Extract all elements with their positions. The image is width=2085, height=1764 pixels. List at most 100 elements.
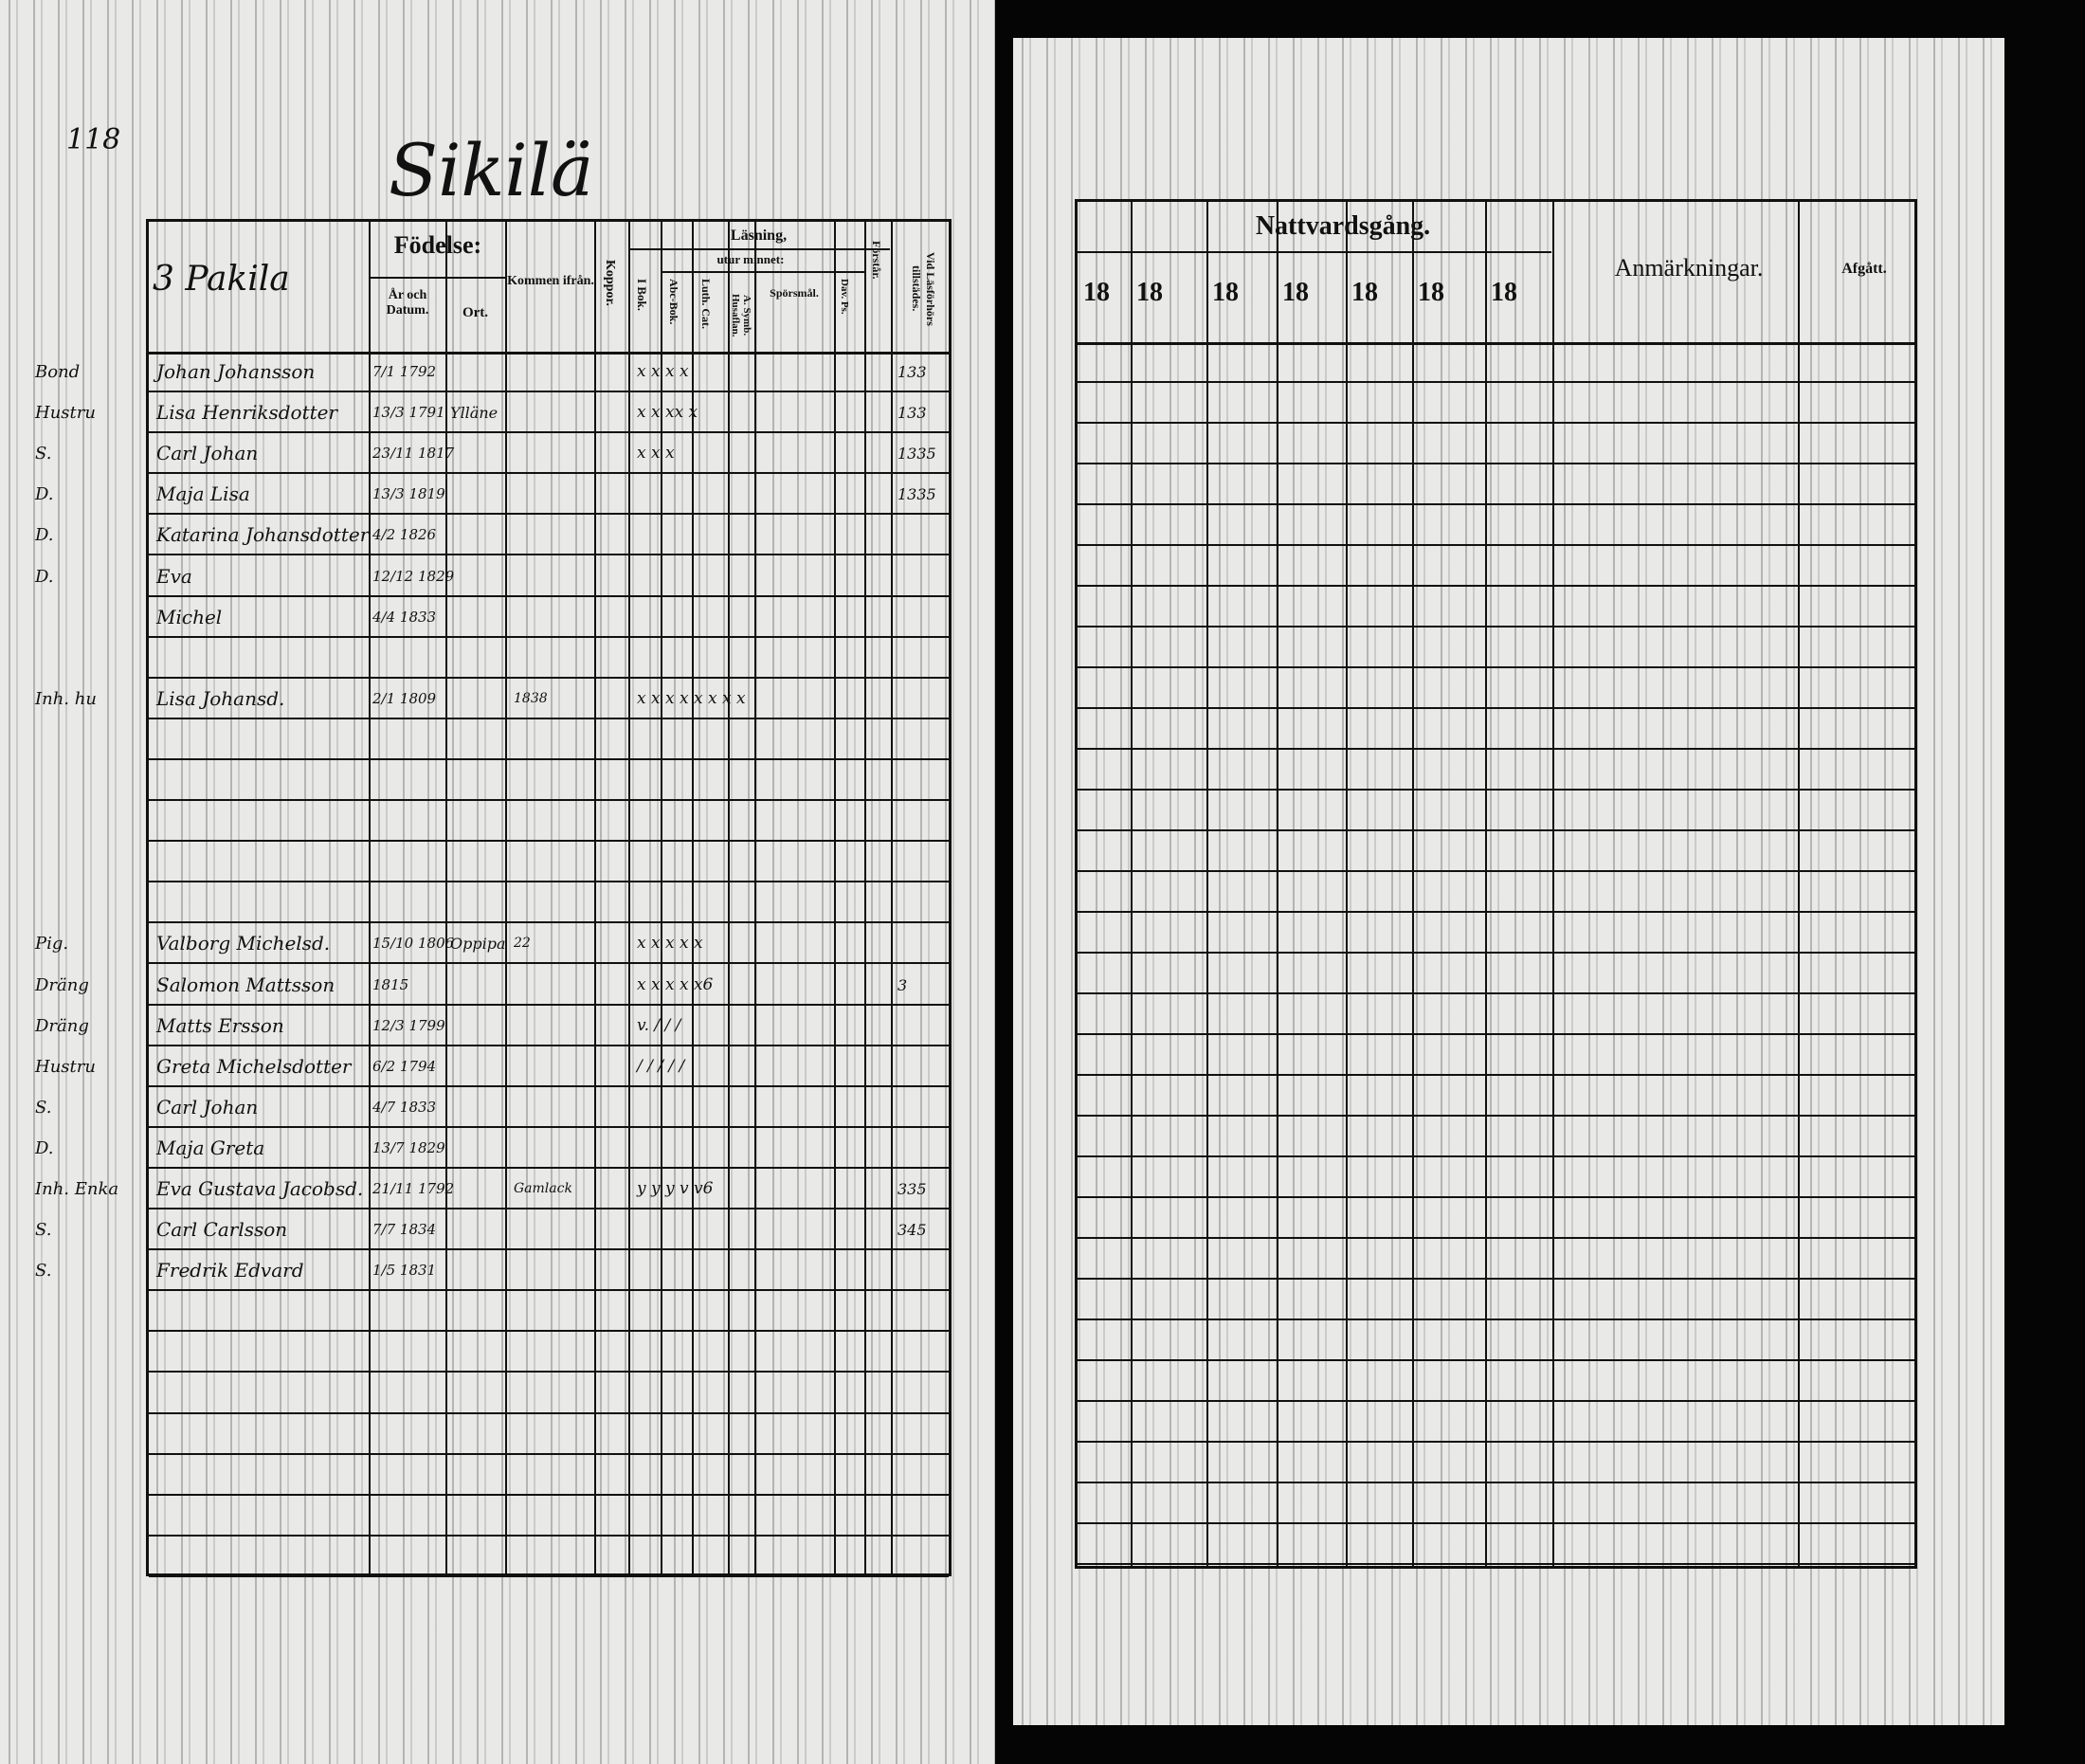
table-row: Pig. Valborg Michelsd. 15/10 1806 Oppipa 22 x… (35, 923, 949, 965)
person-title: D. (35, 1137, 54, 1158)
dav-ps-header: Dav. Ps. (839, 279, 850, 315)
table-row (1078, 1483, 1914, 1524)
table-row (1078, 1524, 1914, 1565)
page-number: 118 (66, 123, 121, 156)
person-name: Carl Johan (156, 1095, 259, 1118)
reading-marks: x x x x x6 (637, 974, 714, 994)
table-row: Hustru Lisa Henriksdotter 13/3 1791 Ylläne x… (35, 392, 949, 434)
year-prefix: 18 (1282, 278, 1309, 307)
table-row (149, 842, 949, 883)
person-title: D. (35, 566, 54, 587)
understands-header: Förstår. (870, 241, 883, 280)
column-divider (1206, 202, 1208, 1566)
year-prefix: 18 (1083, 278, 1110, 307)
table-row (149, 1537, 949, 1577)
table-row (1078, 546, 1914, 587)
table-row (1078, 464, 1914, 505)
birth-date: 21/11 1792 (372, 1180, 455, 1197)
reading-marks: x x x x (637, 362, 689, 381)
table-row: S. Fredrik Edvard 1/5 1831 (35, 1250, 949, 1292)
birth-date: 1/5 1831 (372, 1262, 437, 1280)
table-row (149, 1332, 949, 1373)
year-date-header: År och Datum. (386, 288, 429, 318)
communion-note: 3 (897, 975, 908, 994)
communion-note: 1335 (897, 485, 936, 504)
person-title: D. (35, 484, 54, 505)
table-row (1078, 791, 1914, 831)
person-title: Inh. hu (35, 688, 97, 709)
birth-header: Födelse: (393, 231, 482, 259)
table-row (1078, 1320, 1914, 1361)
table-row (1078, 1361, 1914, 1402)
column-divider (864, 222, 866, 1573)
person-name: Michel (156, 605, 223, 628)
column-divider (728, 222, 730, 1573)
table-row (1078, 627, 1914, 668)
person-name: Matts Ersson (156, 1013, 284, 1037)
column-divider (628, 222, 630, 1573)
person-name: Eva Gustava Jacobsd. (156, 1177, 364, 1200)
table-row (1078, 1402, 1914, 1443)
register-table: 3 Pakila Födelse: År och Datum. Ort. Kom… (35, 219, 952, 1577)
right-page: Nattvardsgång. 18 18 18 18 18 18 18 Anmärkning… (1013, 38, 2004, 1725)
person-name: Lisa Henriksdotter (156, 401, 338, 425)
person-title: Dräng (35, 974, 89, 995)
birth-date: 15/10 1806 (372, 935, 455, 953)
birth-date: 6/2 1794 (372, 1057, 437, 1075)
person-title: Bond (35, 362, 81, 382)
communion-age-header: Vid Läsförhörs tillstädes. (910, 251, 937, 326)
birth-date: 4/7 1833 (372, 1098, 437, 1116)
table-row (1078, 587, 1914, 627)
table-row (1078, 1280, 1914, 1320)
person-name: Fredrik Edvard (156, 1259, 304, 1282)
table-row (1078, 750, 1914, 791)
column-divider (369, 222, 371, 1573)
birth-place: Oppipa (450, 935, 506, 954)
table-row (1078, 709, 1914, 750)
birth-date: 1815 (372, 975, 409, 993)
birth-place: Ylläne (450, 404, 499, 423)
person-title: Pig. (35, 934, 69, 955)
column-divider (1552, 202, 1554, 1566)
table-row (149, 638, 949, 679)
birth-date: 2/1 1809 (372, 689, 437, 707)
table-row (1078, 668, 1914, 709)
column-divider (1131, 202, 1133, 1566)
table-row: Inh. Enka Eva Gustava Jacobsd. 21/11 1792 G… (35, 1169, 949, 1209)
column-divider (594, 222, 596, 1573)
communion-table: Nattvardsgång. 18 18 18 18 18 18 18 Anmärkning… (1075, 199, 1917, 1569)
table-row (1078, 872, 1914, 913)
person-name: Maja Lisa (156, 482, 250, 506)
symb-books-header: A. Symb. Husaflan. (730, 293, 752, 337)
table-row (1078, 1035, 1914, 1076)
reading-marks: v. / / / (637, 1015, 681, 1035)
year-prefix: 18 (1136, 278, 1163, 307)
table-row: D. Eva 12/12 1829 (35, 556, 949, 597)
birth-date: 12/12 1829 (372, 567, 455, 585)
came-from: 1838 (514, 690, 548, 706)
luth-cat-header: Luth. Cat. (699, 279, 713, 330)
table-row (1078, 913, 1914, 954)
person-title: Inh. Enka (35, 1179, 119, 1199)
communion-title: Nattvardsgång. (1255, 211, 1431, 241)
birth-date: 7/1 1792 (372, 363, 437, 380)
communion-note: 1335 (897, 445, 936, 464)
person-title: Hustru (35, 1056, 96, 1077)
person-title: S. (35, 1220, 52, 1241)
column-divider (661, 222, 662, 1573)
farm-title: 3 Pakila (153, 260, 290, 299)
person-name: Carl Carlsson (156, 1218, 288, 1242)
person-name: Eva (156, 564, 192, 588)
birth-date: 13/7 1829 (372, 1138, 445, 1156)
person-name: Maja Greta (156, 1136, 265, 1159)
year-prefix: 18 (1491, 278, 1517, 307)
table-row: D. Maja Lisa 13/3 1819 1335 (35, 474, 949, 516)
column-divider (754, 222, 756, 1573)
person-title: D. (35, 525, 54, 546)
smallpox-header: Koppor. (603, 260, 617, 306)
questions-header: Spörsmål. (770, 286, 819, 300)
table-row: S. Carl Johan 23/11 1817 x x x 1335 (35, 433, 949, 475)
table-row (1078, 383, 1914, 424)
table-row (149, 1455, 949, 1496)
table-row (1078, 424, 1914, 464)
